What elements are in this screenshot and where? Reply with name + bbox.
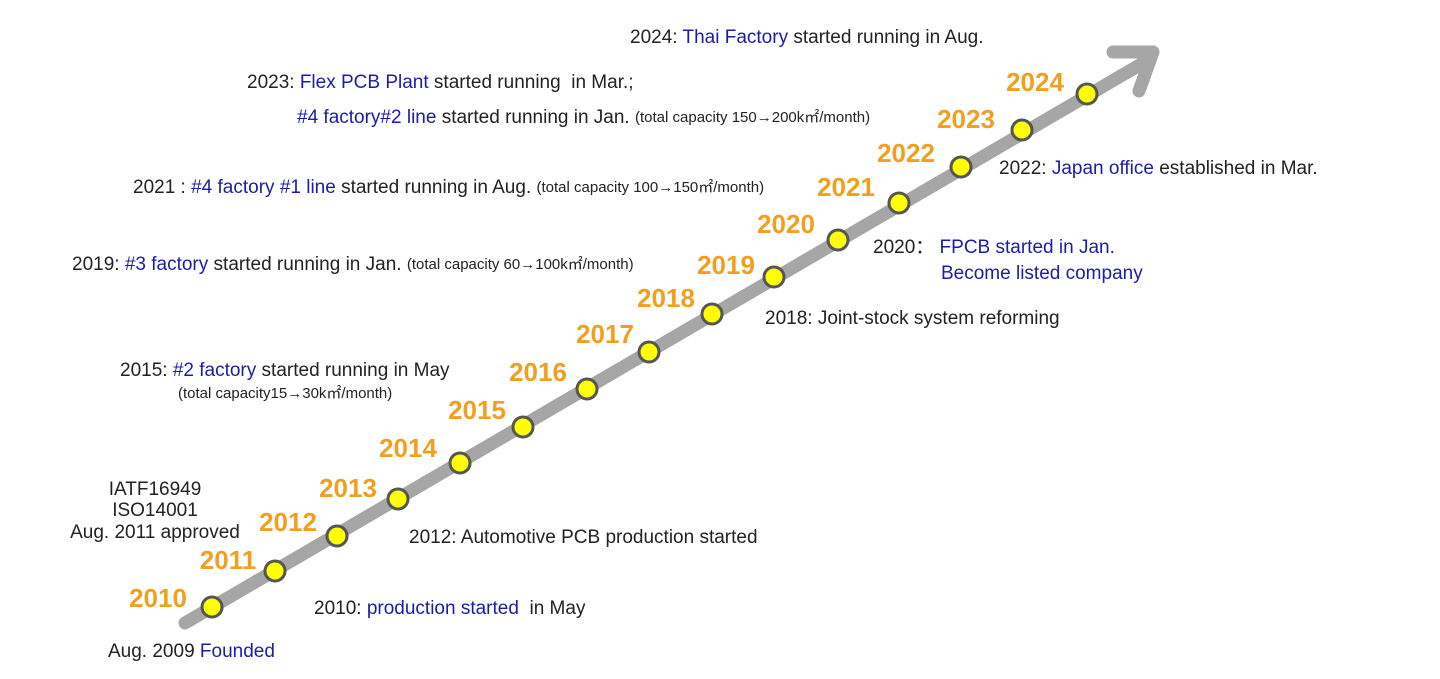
event-text: 2021 :	[133, 177, 191, 198]
year-label: 2020	[757, 209, 815, 239]
event-text: 2010:	[314, 598, 367, 619]
year-dot	[826, 228, 850, 252]
event-text: 2018: Joint-stock system reforming	[765, 308, 1060, 329]
event: 2015: #2 factory started running in May (…	[120, 360, 450, 402]
year-dot	[762, 265, 786, 289]
event-text: Aug. 2011 approved	[70, 522, 240, 543]
year-dot	[700, 302, 724, 326]
event-text: IATF16949	[109, 479, 202, 500]
event-line: Become listed company	[941, 263, 1143, 284]
event-line: #4 factory#2 line started running in Jan…	[297, 107, 870, 128]
event: 2019: #3 factory started running in Jan.…	[72, 254, 634, 275]
event: Aug. 2009 Founded	[108, 641, 275, 662]
year-dot	[949, 155, 973, 179]
event-text: started running in Jan.	[208, 254, 407, 275]
event: 2021 : #4 factory #1 line started runnin…	[133, 177, 764, 198]
event-line: 2019: #3 factory started running in Jan.…	[72, 254, 634, 275]
event: 2010: production started in May	[314, 598, 586, 619]
highlight-text: Thai Factory	[682, 27, 788, 48]
highlight-text: FPCB started in Jan.	[934, 237, 1115, 258]
event-text: 2023:	[247, 72, 300, 93]
year-label: 2019	[697, 250, 755, 280]
event-line: 2012: Automotive PCB production started	[409, 527, 758, 548]
year-label: 2015	[448, 395, 506, 425]
event-text: established in Mar.	[1154, 158, 1318, 179]
year-label: 2016	[509, 357, 567, 387]
highlight-text: #3 factory	[125, 254, 209, 275]
event-line: 2020： FPCB started in Jan.	[873, 237, 1115, 258]
event-line: (total capacity15→30k㎡/month)	[178, 385, 392, 402]
event-line: 2018: Joint-stock system reforming	[765, 308, 1060, 329]
event-line: Aug. 2009 Founded	[108, 641, 275, 662]
highlight-text: #2 factory	[173, 360, 257, 381]
year-dot	[325, 524, 349, 548]
year-label: 2018	[637, 283, 695, 313]
event-text: 2012: Automotive PCB production started	[409, 527, 758, 548]
event-text: in May	[519, 598, 586, 619]
event-text: 2020：	[873, 237, 934, 258]
year-dot	[263, 559, 287, 583]
year-label: 2023	[937, 104, 995, 134]
year-label: 2022	[877, 138, 935, 168]
event-text: started running in Jan.	[436, 107, 635, 128]
year-dot	[386, 487, 410, 511]
event: 2023: Flex PCB Plant started running in …	[247, 72, 870, 128]
event-text: (total capacity 60→100k㎡/month)	[407, 256, 634, 273]
year-label: 2017	[576, 319, 634, 349]
highlight-text: #4 factory#2 line	[297, 107, 436, 128]
event-text: 2019:	[72, 254, 125, 275]
timeline-arrowhead	[1106, 45, 1160, 98]
highlight-text: Japan office	[1052, 158, 1154, 179]
year-dot	[1010, 118, 1034, 142]
event: 2012: Automotive PCB production started	[409, 527, 758, 548]
event-text: started running in May	[256, 360, 450, 381]
event-text: (total capacity 150→200k㎡/month)	[635, 109, 870, 126]
year-label: 2012	[259, 507, 317, 537]
event-line: 2023: Flex PCB Plant started running in …	[247, 72, 634, 93]
event: 2020： FPCB started in Jan. Become listed …	[873, 237, 1143, 284]
year-dot	[887, 191, 911, 215]
event-text: started running in Aug.	[788, 27, 983, 48]
event-line: 2022: Japan office established in Mar.	[999, 158, 1318, 179]
event-line: Aug. 2011 approved	[70, 522, 240, 543]
event-text: Aug. 2009	[108, 641, 200, 662]
event-text: started running in Aug.	[336, 177, 537, 198]
year-dot	[637, 340, 661, 364]
highlight-text: Flex PCB Plant	[300, 72, 430, 93]
event-line: 2024: Thai Factory started running in Au…	[630, 27, 984, 48]
event: 2018: Joint-stock system reforming	[765, 308, 1060, 329]
event-text: 2022:	[999, 158, 1052, 179]
event-line: ISO14001	[112, 500, 198, 521]
event-line: IATF16949	[109, 479, 202, 500]
year-label: 2014	[379, 433, 437, 463]
event-text: started running in Mar.;	[429, 72, 634, 93]
event-line: 2010: production started in May	[314, 598, 586, 619]
year-label: 2021	[817, 172, 875, 202]
highlight-text: production started	[367, 598, 519, 619]
event: 2024: Thai Factory started running in Au…	[630, 27, 984, 48]
event-text: 2024:	[630, 27, 682, 48]
year-label: 2011	[200, 545, 256, 575]
year-dot	[575, 377, 599, 401]
event-text: ISO14001	[112, 500, 198, 521]
year-dot	[448, 451, 472, 475]
year-label: 2013	[319, 473, 377, 503]
year-label: 2010	[129, 583, 187, 613]
year-dot	[200, 595, 224, 619]
highlight-text: Become listed company	[941, 263, 1143, 284]
year-label: 2024	[1006, 67, 1064, 97]
event-text: 2015:	[120, 360, 173, 381]
event-line: 2021 : #4 factory #1 line started runnin…	[133, 177, 764, 198]
year-dot	[1075, 82, 1099, 106]
event-line: 2015: #2 factory started running in May	[120, 360, 450, 381]
event: 2022: Japan office established in Mar.	[999, 158, 1318, 179]
highlight-text: Founded	[200, 641, 275, 662]
event-text: (total capacity 100→150㎡/month)	[537, 179, 765, 196]
event-text: (total capacity15→30k㎡/month)	[178, 385, 392, 402]
year-dot	[511, 415, 535, 439]
highlight-text: #4 factory #1 line	[191, 177, 336, 198]
